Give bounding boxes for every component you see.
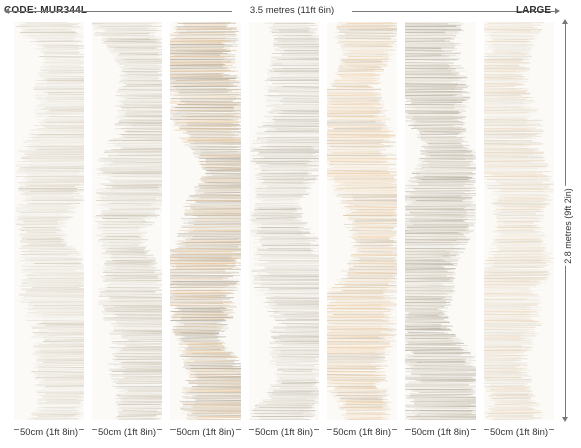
arrow-left-icon bbox=[4, 8, 9, 14]
mural-panel bbox=[170, 22, 241, 420]
mural-panel bbox=[14, 22, 84, 420]
arrow-down-icon bbox=[562, 417, 568, 422]
arrow-right-icon bbox=[555, 8, 560, 14]
mural-panels bbox=[14, 22, 560, 420]
mural-panel bbox=[327, 22, 397, 420]
arrow-up-icon bbox=[562, 19, 568, 24]
mural-panel bbox=[484, 22, 554, 420]
mural-panel bbox=[249, 22, 319, 420]
panel-width-dimension: 50cm (1ft 8in) bbox=[170, 424, 241, 438]
panel-width-dimension: 50cm (1ft 8in) bbox=[405, 424, 476, 438]
mural-panel bbox=[92, 22, 162, 420]
total-width-label: 3.5 metres (11ft 6in) bbox=[232, 5, 352, 17]
panel-width-dimension: 50cm (1ft 8in) bbox=[327, 424, 397, 438]
product-code: CODE: MUR344L bbox=[4, 5, 87, 17]
panel-width-dimension: 50cm (1ft 8in) bbox=[249, 424, 319, 438]
panel-width-dimension: 50cm (1ft 8in) bbox=[484, 424, 554, 438]
height-label: 2.8 metres (9ft 2in) bbox=[563, 186, 573, 266]
panel-width-dimension: 50cm (1ft 8in) bbox=[92, 424, 162, 438]
size-label: LARGE bbox=[516, 5, 551, 16]
panel-width-dimension: 50cm (1ft 8in) bbox=[14, 424, 84, 438]
mural-panel bbox=[405, 22, 476, 420]
